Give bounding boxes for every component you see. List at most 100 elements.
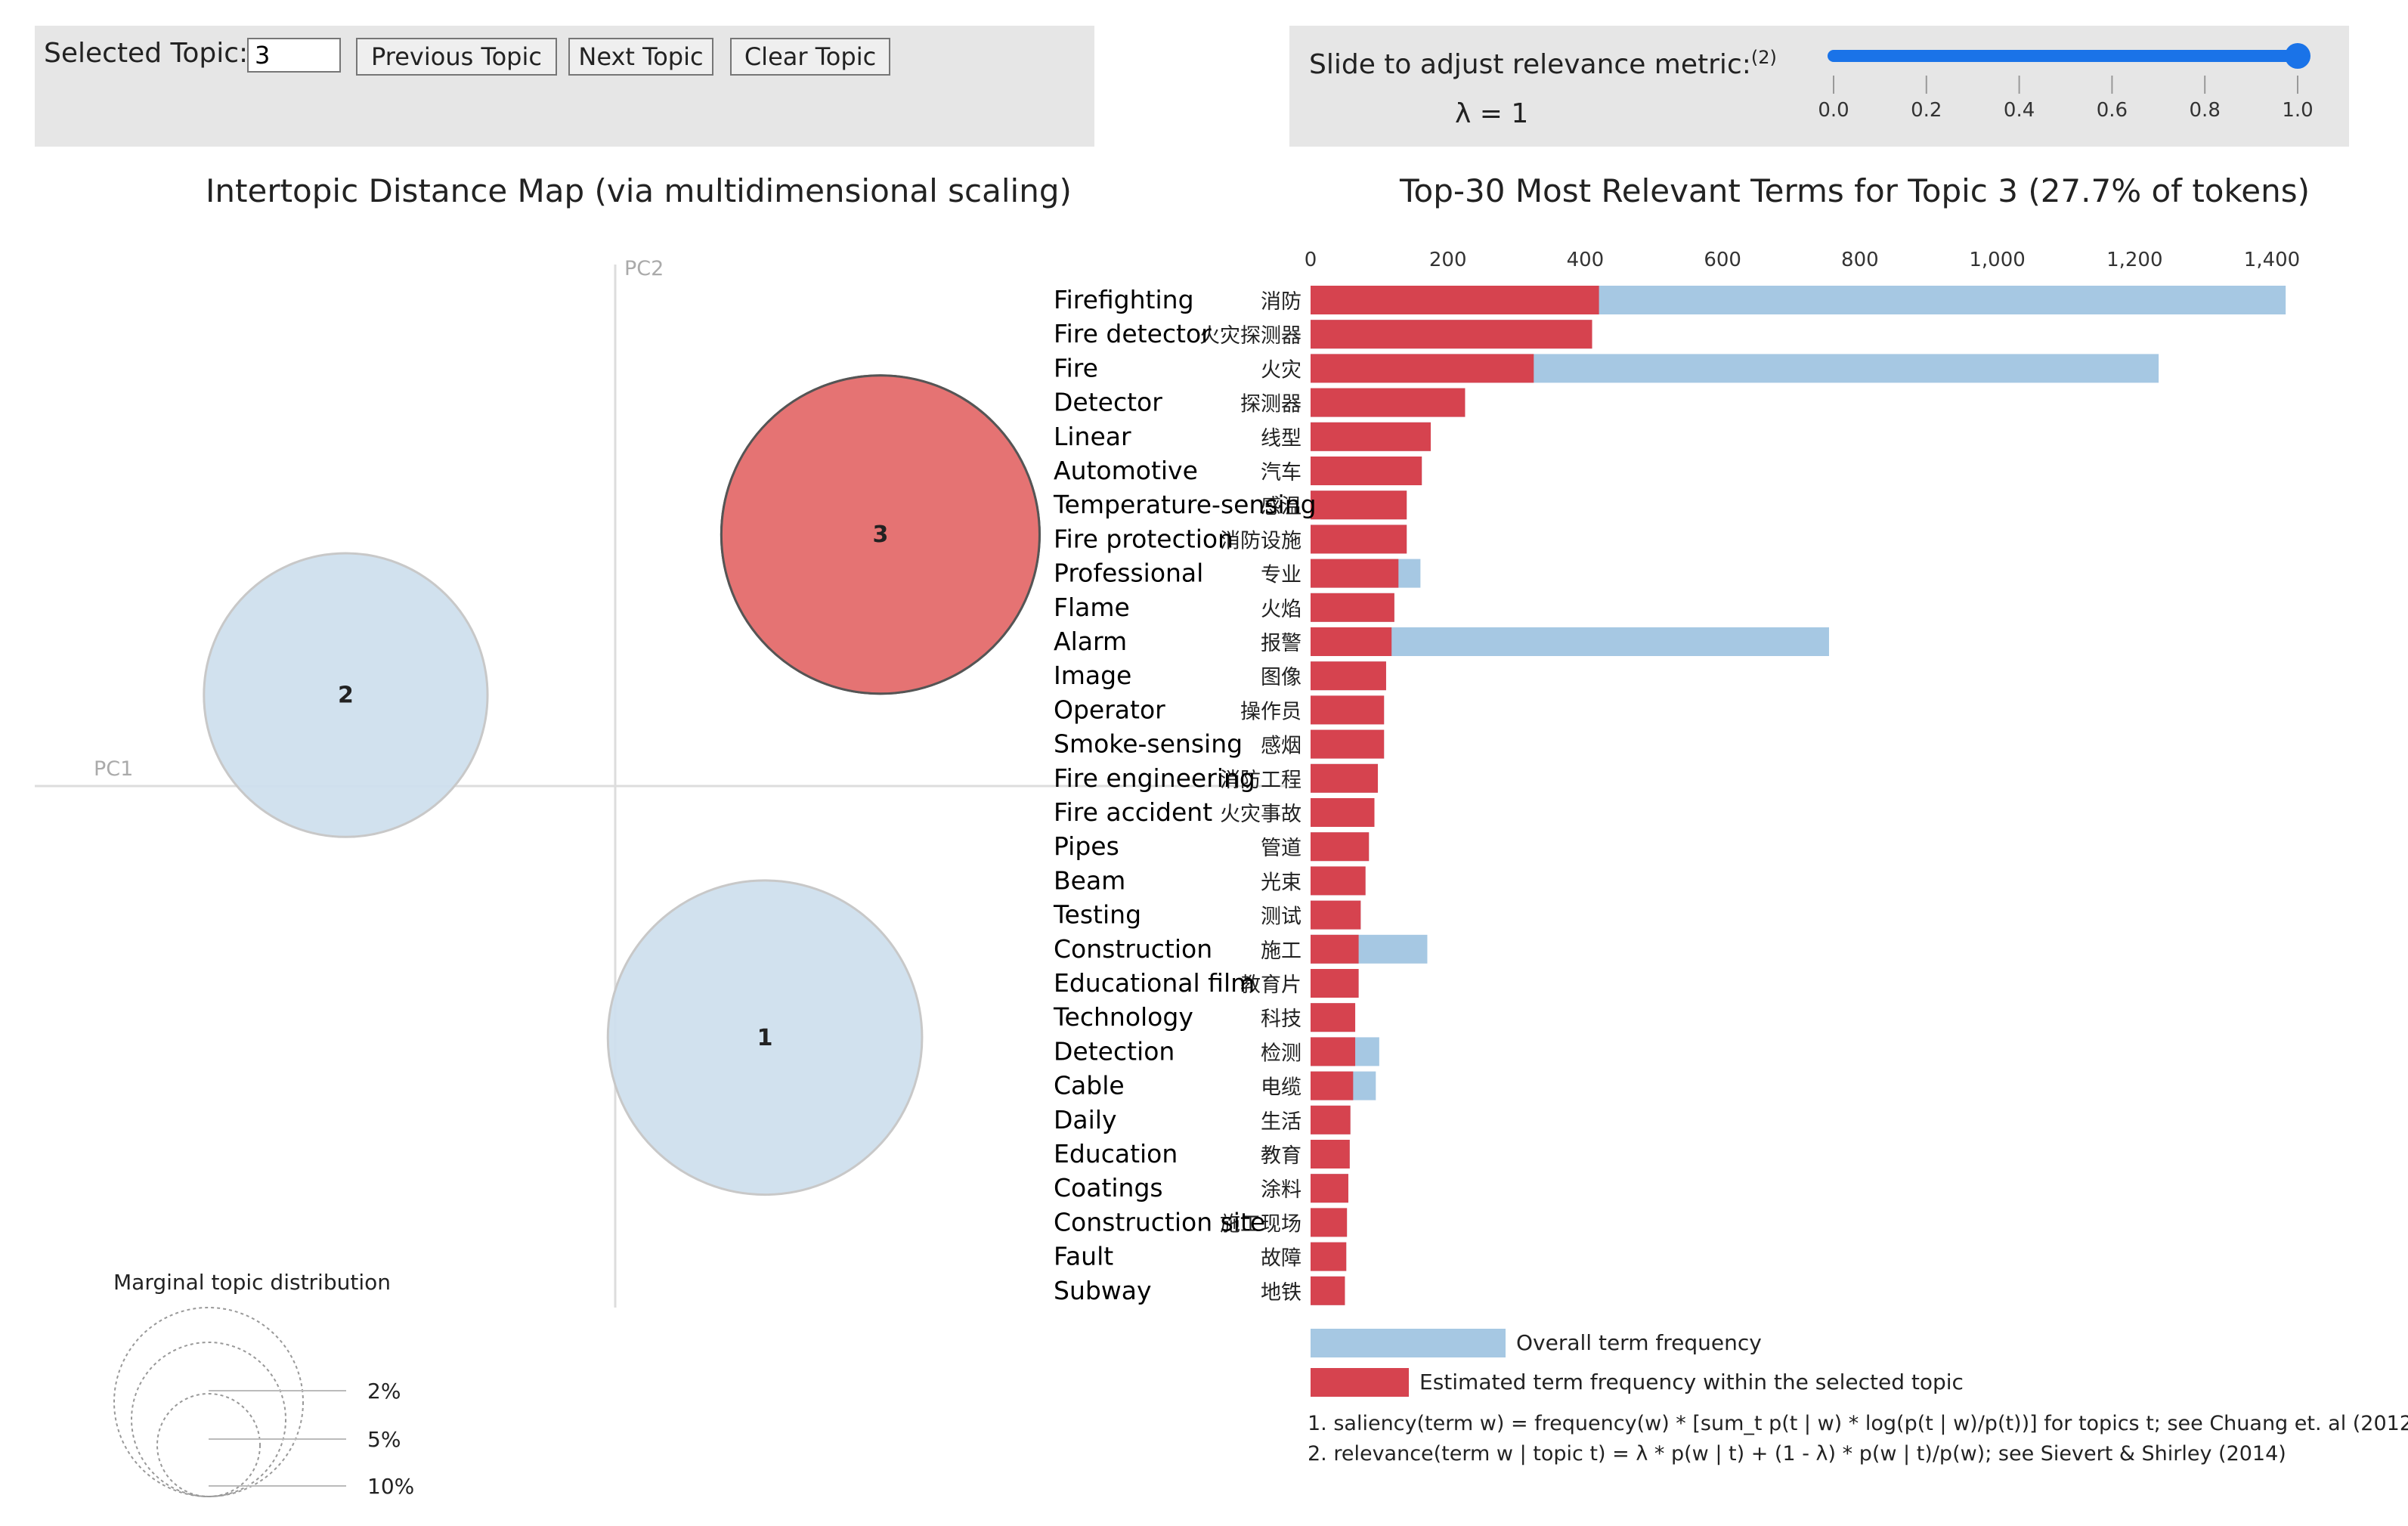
relevance-slider[interactable]: 0.0 0.2 0.4 0.6 0.8 1.0 <box>1818 43 2314 122</box>
topic-bar <box>1311 525 1407 554</box>
topic-circle-1[interactable] <box>606 879 924 1196</box>
term-label-zh[interactable]: 光束 <box>1261 871 1301 894</box>
topic-bar <box>1311 388 1466 417</box>
term-label-en: Cable <box>1054 1071 1125 1100</box>
term-label-en: Smoke-sensing <box>1054 729 1243 759</box>
term-label-zh[interactable]: 教育 <box>1261 1144 1301 1168</box>
marginal-circle <box>156 1393 261 1497</box>
term-label-en: Alarm <box>1054 627 1127 656</box>
footnote-relevance: 2. relevance(term w | topic t) = λ * p(w… <box>1308 1442 2286 1466</box>
topic-bar <box>1311 1276 1345 1305</box>
term-label-zh[interactable]: 火焰 <box>1261 598 1301 621</box>
footnote-saliency: 1. saliency(term w) = frequency(w) * [su… <box>1308 1412 2408 1435</box>
topic-bar <box>1311 866 1366 896</box>
term-label-zh[interactable]: 探测器 <box>1240 393 1301 416</box>
term-label-en: Temperature-sensing <box>1053 490 1317 519</box>
term-label-en: Fire engineering <box>1054 763 1255 793</box>
term-label-en: Educational film <box>1054 968 1255 998</box>
intertopic-map-title: Intertopic Distance Map (via multidimens… <box>206 172 1072 209</box>
term-label-zh[interactable]: 消防设施 <box>1220 529 1301 553</box>
term-label-zh[interactable]: 电缆 <box>1261 1076 1301 1100</box>
term-label-en: Beam <box>1054 865 1125 895</box>
term-label-zh[interactable]: 施工 <box>1261 939 1301 963</box>
x-tick-label: 1,000 <box>1969 249 2025 271</box>
marginal-title: Marginal topic distribution <box>113 1270 391 1295</box>
term-label-zh[interactable]: 操作员 <box>1240 700 1301 723</box>
term-label-zh[interactable]: 地铁 <box>1261 1281 1301 1305</box>
term-label-zh[interactable]: 专业 <box>1261 564 1301 587</box>
topic-bar <box>1311 1071 1354 1100</box>
term-label-zh[interactable]: 消防工程 <box>1220 769 1301 792</box>
term-label-zh[interactable]: 图像 <box>1261 666 1301 689</box>
term-label-zh[interactable]: 检测 <box>1261 1042 1301 1065</box>
topic-circle-2[interactable] <box>203 552 489 838</box>
term-label-en: Subway <box>1054 1276 1152 1305</box>
term-bar-chart: 0 200 400 600 800 1,000 1,200 1,400消防火灾探测器火灾探测器… <box>1199 249 2300 1397</box>
selected-topic-input[interactable] <box>247 38 341 73</box>
term-label-zh[interactable]: 生活 <box>1261 1110 1301 1134</box>
topic-bar <box>1311 1105 1351 1134</box>
term-label-en: Pipes <box>1054 831 1119 861</box>
topic-bar <box>1311 627 1392 656</box>
term-chart-title: Top-30 Most Relevant Terms for Topic 3 (… <box>1400 172 2311 209</box>
term-label-zh[interactable]: 火灾探测器 <box>1199 324 1301 348</box>
slider-label: Slide to adjust relevance metric:(2) <box>1309 47 1777 80</box>
slider-tick-label: 0.0 <box>1818 99 1849 122</box>
previous-topic-button[interactable]: Previous Topic <box>356 38 557 76</box>
overall-bar <box>1311 627 1829 656</box>
term-label-zh[interactable]: 施工现场 <box>1220 1212 1301 1236</box>
term-label-zh[interactable]: 教育片 <box>1240 973 1301 997</box>
legend-overall-swatch <box>1311 1329 1506 1357</box>
topic-label-selected: 3 <box>872 522 888 548</box>
x-tick-label: 0 <box>1305 249 1317 271</box>
topic-label-2: 2 <box>338 683 354 709</box>
slider-label-text: Slide to adjust relevance metric: <box>1309 49 1751 80</box>
clear-topic-button[interactable]: Clear Topic <box>730 38 890 76</box>
topic-circle-selected[interactable] <box>720 374 1041 695</box>
slider-tick-label: 0.8 <box>2190 99 2221 122</box>
topic-label-1: 1 <box>757 1025 773 1051</box>
term-label-zh[interactable]: 火灾事故 <box>1220 803 1301 826</box>
term-label-zh[interactable]: 火灾 <box>1261 358 1301 382</box>
topic-bar <box>1311 900 1361 930</box>
lambda-value: λ = 1 <box>1455 98 1529 129</box>
term-label-en: Fire <box>1054 353 1098 382</box>
next-topic-button[interactable]: Next Topic <box>568 38 713 76</box>
selected-topic-label: Selected Topic: <box>44 38 249 69</box>
legend-overall-label: Overall term frequency <box>1516 1330 1762 1355</box>
topic-bar <box>1311 320 1592 349</box>
term-label-zh[interactable]: 测试 <box>1261 905 1301 929</box>
term-label-zh[interactable]: 涂料 <box>1261 1178 1301 1202</box>
term-label-zh[interactable]: 线型 <box>1261 427 1301 450</box>
marginal-level-label: 2% <box>367 1379 401 1404</box>
legend-topic-swatch <box>1311 1368 1409 1397</box>
term-label-zh[interactable]: 感温 <box>1261 495 1301 518</box>
term-label-en: Testing <box>1053 900 1141 930</box>
term-label-zh[interactable]: 科技 <box>1261 1008 1301 1031</box>
term-label-en: Flame <box>1054 593 1130 622</box>
slider-handle[interactable] <box>2285 43 2311 69</box>
marginal-circle <box>113 1307 304 1497</box>
term-label-zh[interactable]: 汽车 <box>1261 461 1301 484</box>
term-label-en: Professional <box>1054 559 1203 588</box>
marginal-level-label: 5% <box>367 1427 401 1452</box>
term-label-en: Technology <box>1053 1002 1193 1032</box>
term-label-zh[interactable]: 故障 <box>1261 1247 1301 1271</box>
term-label-zh[interactable]: 报警 <box>1261 632 1301 655</box>
term-label-en: Fire detector <box>1054 319 1212 348</box>
topic-bar <box>1311 559 1399 588</box>
term-label-en: Construction <box>1054 934 1212 964</box>
topic-bar <box>1311 969 1359 998</box>
slider-tick-label: 0.4 <box>2004 99 2035 122</box>
term-label-en: Daily <box>1054 1105 1117 1134</box>
topic-bar <box>1311 729 1385 759</box>
term-label-zh[interactable]: 管道 <box>1261 837 1301 860</box>
slider-footnote-ref: (2) <box>1750 47 1777 68</box>
term-label-en: Detection <box>1054 1036 1175 1066</box>
term-label-zh[interactable]: 感烟 <box>1261 735 1301 758</box>
x-tick-label: 1,200 <box>2106 249 2162 271</box>
term-label-zh[interactable]: 消防 <box>1261 290 1301 314</box>
term-label-en: Coatings <box>1054 1173 1163 1203</box>
x-tick-label: 400 <box>1567 249 1605 271</box>
term-label-en: Automotive <box>1054 456 1198 485</box>
